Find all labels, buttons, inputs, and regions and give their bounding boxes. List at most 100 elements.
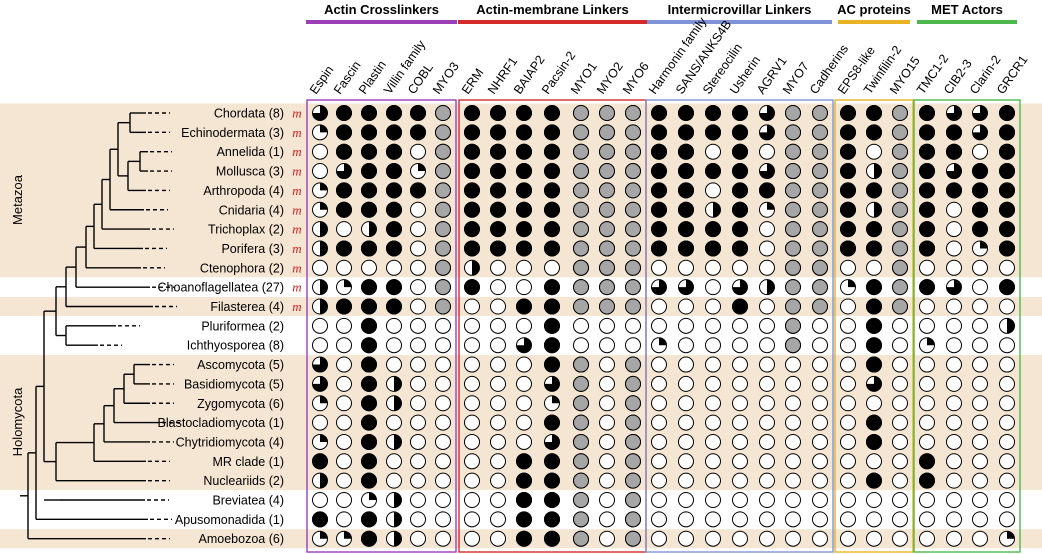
presence-cell [573, 105, 589, 121]
presence-cell [516, 163, 532, 180]
column-label: MYO6 [620, 60, 652, 97]
presence-cell [866, 163, 882, 180]
presence-cell [759, 453, 775, 470]
presence-cell [386, 240, 402, 257]
presence-cell [651, 433, 667, 450]
presence-cell [336, 221, 352, 238]
presence-cell [651, 472, 667, 489]
presence-cell [361, 182, 377, 199]
presence-cell [410, 492, 426, 508]
presence-cell [705, 143, 721, 160]
presence-cell [516, 453, 532, 470]
presence-cell [866, 395, 882, 412]
presence-cell [435, 337, 451, 354]
group-box [645, 99, 834, 553]
presence-cell [892, 511, 908, 528]
presence-cell [840, 337, 856, 354]
presence-cell [312, 375, 328, 392]
taxon-label: Trichoplax (2) [208, 223, 284, 237]
presence-cell [972, 453, 988, 470]
presence-cell [651, 124, 667, 141]
presence-cell [866, 511, 882, 528]
presence-cell [336, 433, 352, 450]
presence-cell [999, 356, 1015, 373]
presence-cell [785, 124, 801, 141]
presence-cell [312, 163, 328, 180]
taxon-label: Pluriformea (2) [201, 319, 284, 333]
presence-cell [785, 337, 801, 354]
presence-cell [999, 279, 1015, 296]
presence-cell [361, 124, 377, 141]
presence-cell [386, 317, 402, 334]
presence-cell [410, 201, 426, 218]
presence-cell [544, 337, 560, 354]
presence-cell [999, 492, 1015, 508]
presence-cell [386, 395, 402, 412]
group-label: Actin Crosslinkers [324, 2, 439, 17]
presence-cell [651, 279, 667, 296]
presence-cell [625, 356, 641, 373]
presence-cell [812, 105, 828, 121]
presence-cell [785, 375, 801, 392]
presence-cell [625, 182, 641, 199]
taxon-label: Ctenophora (2) [200, 261, 284, 275]
presence-cell [946, 414, 962, 431]
presence-cell [464, 337, 480, 354]
taxon-label: Arthropoda (4) [203, 184, 284, 198]
presence-cell [361, 259, 377, 276]
presence-cell [544, 163, 560, 180]
presence-cell [705, 530, 721, 547]
presence-cell [312, 124, 328, 141]
presence-cell [435, 143, 451, 160]
presence-cell [490, 221, 506, 238]
presence-cell [464, 453, 480, 470]
presence-cell [544, 221, 560, 238]
taxon-label: Cnidaria (4) [219, 203, 284, 217]
taxon-label: Nucleariids (2) [203, 474, 284, 488]
presence-cell [312, 143, 328, 160]
presence-cell [312, 182, 328, 199]
presence-cell [785, 240, 801, 257]
microvilli-glyph: m [292, 222, 301, 237]
presence-cell [812, 279, 828, 296]
presence-cell [812, 143, 828, 160]
group-label: MET Actors [931, 2, 1003, 17]
presence-cell [840, 143, 856, 160]
presence-cell [464, 143, 480, 160]
presence-cell [972, 201, 988, 218]
presence-cell [732, 163, 748, 180]
presence-cell [410, 395, 426, 412]
presence-cell [840, 395, 856, 412]
presence-cell [866, 433, 882, 450]
microvilli-glyph: m [292, 144, 301, 159]
presence-cell [732, 201, 748, 218]
group-label: Intermicrovillar Linkers [668, 2, 812, 17]
presence-cell [840, 414, 856, 431]
presence-cell [336, 530, 352, 547]
presence-cell [336, 317, 352, 334]
presence-cell [361, 337, 377, 354]
presence-cell [599, 414, 615, 431]
presence-cell [759, 472, 775, 489]
presence-cell [919, 105, 935, 121]
presence-cell [651, 317, 667, 334]
presence-cell [919, 298, 935, 315]
presence-cell [705, 105, 721, 121]
presence-cell [516, 240, 532, 257]
presence-cell [544, 453, 560, 470]
group-headers: Actin Crosslinkers Actin-membrane Linkers… [306, 2, 1017, 24]
presence-cell [705, 259, 721, 276]
presence-cell [599, 279, 615, 296]
presence-cell [892, 124, 908, 141]
column-label: MYO2 [594, 60, 626, 97]
presence-cell [866, 124, 882, 141]
presence-cell [490, 530, 506, 547]
presence-cell [785, 356, 801, 373]
presence-cell [812, 375, 828, 392]
presence-cell [892, 105, 908, 121]
presence-cell [785, 259, 801, 276]
presence-cell [892, 492, 908, 508]
presence-cell [599, 337, 615, 354]
